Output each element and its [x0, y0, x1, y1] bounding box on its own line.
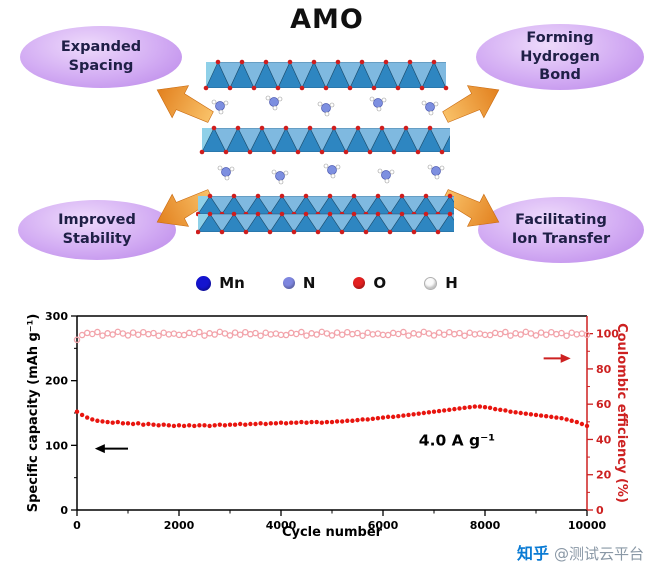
interlayer-molecule: [211, 99, 229, 115]
svg-text:100: 100: [596, 328, 619, 341]
svg-text:0: 0: [73, 519, 81, 532]
interlayer-molecule: [317, 101, 335, 117]
oxide-layer: [198, 196, 454, 214]
legend-item-n: N: [282, 274, 316, 292]
interlayer-molecule: [377, 168, 395, 184]
figure-title: AMO: [290, 4, 364, 35]
interlayer-molecule: [427, 164, 445, 180]
bubble-forming-hydrogen-bond-label: Forming Hydrogen Bond: [520, 29, 600, 84]
oxide-layer: [206, 62, 446, 88]
o-atom-icon: [353, 277, 366, 289]
svg-text:10000: 10000: [568, 519, 607, 532]
h-atom-icon: [424, 276, 438, 290]
interlayer-molecule: [369, 96, 387, 112]
svg-text:300: 300: [45, 310, 68, 323]
svg-text:80: 80: [596, 363, 612, 376]
svg-text:0: 0: [60, 504, 68, 517]
chart-axes: 0 2000 4000 6000 8000 10000 0 100 200 300 0 20 40 60 8…: [45, 310, 619, 532]
svg-text:60: 60: [596, 398, 612, 411]
interlayer-molecule: [217, 165, 235, 181]
legend-item-o: O: [353, 274, 386, 292]
legend-label: Mn: [219, 274, 245, 292]
arrow-top-right-icon: [442, 80, 504, 126]
svg-text:200: 200: [45, 375, 68, 388]
bubble-improved-stability-label: Improved Stability: [58, 212, 136, 247]
svg-text:4000: 4000: [266, 519, 297, 532]
bubble-facilitating-ion-transfer: Facilitating Ion Transfer: [478, 197, 644, 263]
capacity-chart: 0 2000 4000 6000 8000 10000 0 100 200 300 0 20 40 60 8…: [26, 310, 629, 540]
svg-text:2000: 2000: [164, 519, 195, 532]
capacity-axis-arrow-icon: [94, 444, 128, 454]
legend-label: H: [445, 274, 458, 292]
watermark: 知乎 @测试云平台: [517, 540, 644, 564]
bubble-facilitating-ion-transfer-label: Facilitating Ion Transfer: [511, 212, 611, 247]
legend-label: N: [302, 274, 316, 292]
series-efficiency: [73, 328, 591, 344]
svg-text:100: 100: [45, 439, 68, 452]
interlayer-molecule: [271, 169, 289, 185]
atom-legend: Mn N O H: [0, 271, 654, 295]
oxide-layer: [202, 128, 450, 152]
svg-text:40: 40: [596, 433, 612, 446]
oxygen-dots: [203, 59, 449, 91]
bubble-expanded-spacing-label: Expanded Spacing: [60, 39, 142, 74]
n-atom-icon: [282, 277, 295, 289]
interlayer-molecule: [265, 95, 283, 111]
svg-text:8000: 8000: [470, 519, 501, 532]
bubble-forming-hydrogen-bond: Forming Hydrogen Bond: [476, 24, 644, 90]
svg-text:20: 20: [596, 469, 612, 482]
x-axis-title: Cycle number: [282, 525, 383, 540]
arrow-top-left-icon: [152, 80, 214, 126]
layered-structure-illustration: [196, 59, 454, 235]
bubble-improved-stability: Improved Stability: [18, 200, 176, 260]
efficiency-axis-arrow-icon: [543, 353, 571, 363]
current-density-annotation: 4.0 A g⁻¹: [419, 431, 495, 449]
legend-item-mn: Mn: [196, 274, 245, 292]
series-capacity: [74, 404, 590, 429]
interlayer-molecule: [323, 163, 341, 179]
svg-text:0: 0: [596, 504, 604, 517]
interlayer-molecule: [421, 100, 439, 116]
bubble-expanded-spacing: Expanded Spacing: [20, 26, 182, 88]
legend-label: O: [373, 274, 387, 292]
right-axis-title: Coulombic efficiency (%): [614, 323, 629, 503]
legend-item-h: H: [424, 274, 458, 292]
left-axis-title: Specific capacity (mAh g⁻¹): [26, 314, 41, 513]
oxide-layer: [198, 214, 454, 232]
watermark-brand: 知乎: [516, 544, 549, 563]
watermark-user: @测试云平台: [553, 545, 644, 563]
oxygen-dots: [196, 211, 453, 235]
oxygen-dots: [199, 125, 445, 155]
svg-text:6000: 6000: [368, 519, 399, 532]
mn-atom-icon: [196, 275, 212, 291]
